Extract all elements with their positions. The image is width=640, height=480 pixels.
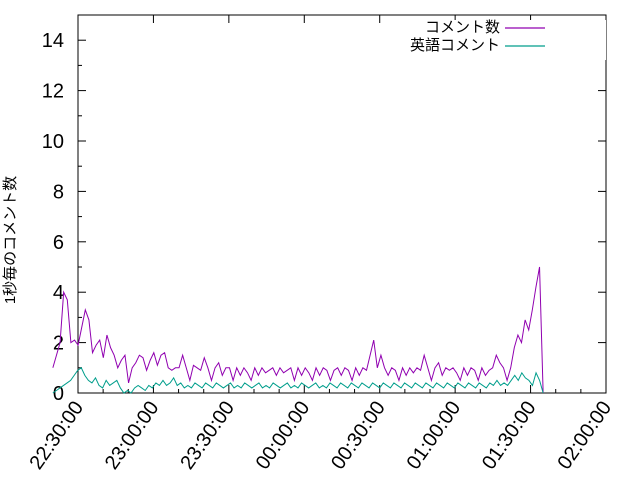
series-line-comment-count[interactable]	[53, 267, 543, 393]
x-tick-label: 23:00:00	[101, 397, 164, 473]
legend-label-english: 英語コメント	[410, 36, 500, 54]
x-tick-label: 22:30:00	[25, 397, 88, 473]
line-chart: 02468101214 22:30:00 23:00:00 23:30:00 00:0…	[0, 0, 640, 480]
x-tick-label: 02:00:00	[553, 397, 616, 473]
y-tick-label: 4	[53, 282, 64, 304]
x-axis-ticks: 22:30:00 23:00:00 23:30:00 00:00:00 00:30:00…	[25, 15, 616, 474]
y-tick-label: 8	[53, 181, 64, 203]
legend-label-comment: コメント数	[425, 19, 500, 36]
y-tick-label: 6	[53, 232, 64, 254]
x-tick-label: 00:00:00	[252, 397, 315, 473]
x-tick-label: 00:30:00	[327, 397, 390, 473]
y-tick-label: 12	[42, 81, 64, 103]
legend: コメント数 英語コメント	[410, 19, 606, 60]
chart-container: 0 2 4 6 8 10 12 14 22:30:00 23:00:00 23:30:00 00:0…	[0, 0, 640, 480]
y-tick-label: 14	[42, 30, 64, 52]
x-tick-label: 23:30:00	[176, 397, 239, 473]
x-tick-label: 01:00:00	[403, 397, 466, 473]
x-tick-label: 01:30:00	[478, 397, 541, 473]
plot-border	[78, 15, 606, 393]
y-tick-label: 2	[53, 333, 64, 355]
y-axis-label: 1秒毎のコメント数	[2, 176, 19, 304]
y-tick-label: 10	[42, 131, 64, 153]
